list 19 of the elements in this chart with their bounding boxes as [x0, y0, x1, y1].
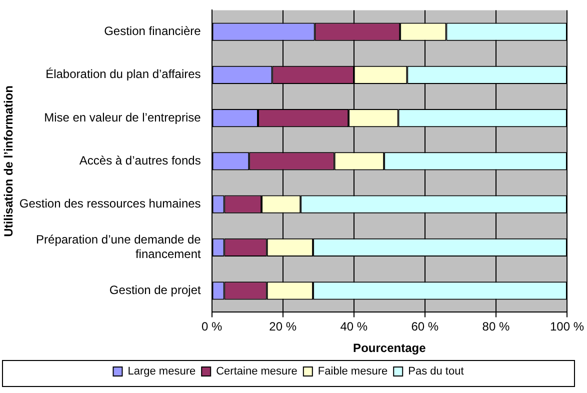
x-tick-label: 0 %: [201, 320, 222, 334]
legend-label: Pas du tout: [408, 366, 464, 378]
x-tick-label: 80 %: [482, 320, 510, 334]
x-tick-label: 20 %: [269, 320, 297, 334]
y-tick-label: Préparation d’une demande de financement: [36, 232, 202, 261]
y-tick-label: Accès à d’autres fonds: [79, 154, 201, 168]
y-tick-label: Élaboration du plan d’affaires: [46, 67, 201, 82]
legend-label: Faible mesure: [318, 366, 388, 378]
x-tick-label: 40 %: [340, 320, 368, 334]
legend-label: Certaine mesure: [216, 366, 298, 378]
y-tick-label: Gestion de projet: [109, 282, 202, 297]
y-axis-title: Utilisation de l’information: [2, 86, 16, 237]
y-tick-label: Mise en valeur de l’entreprise: [44, 110, 202, 124]
y-tick-label: Gestion financière: [104, 24, 202, 38]
y-tick-label: Gestion des ressources humaines: [19, 196, 201, 211]
x-tick-label: 100 %: [550, 320, 584, 334]
x-tick-label: 60 %: [411, 320, 439, 334]
x-axis-title: Pourcentage: [353, 341, 426, 356]
legend-label: Large mesure: [128, 366, 196, 378]
